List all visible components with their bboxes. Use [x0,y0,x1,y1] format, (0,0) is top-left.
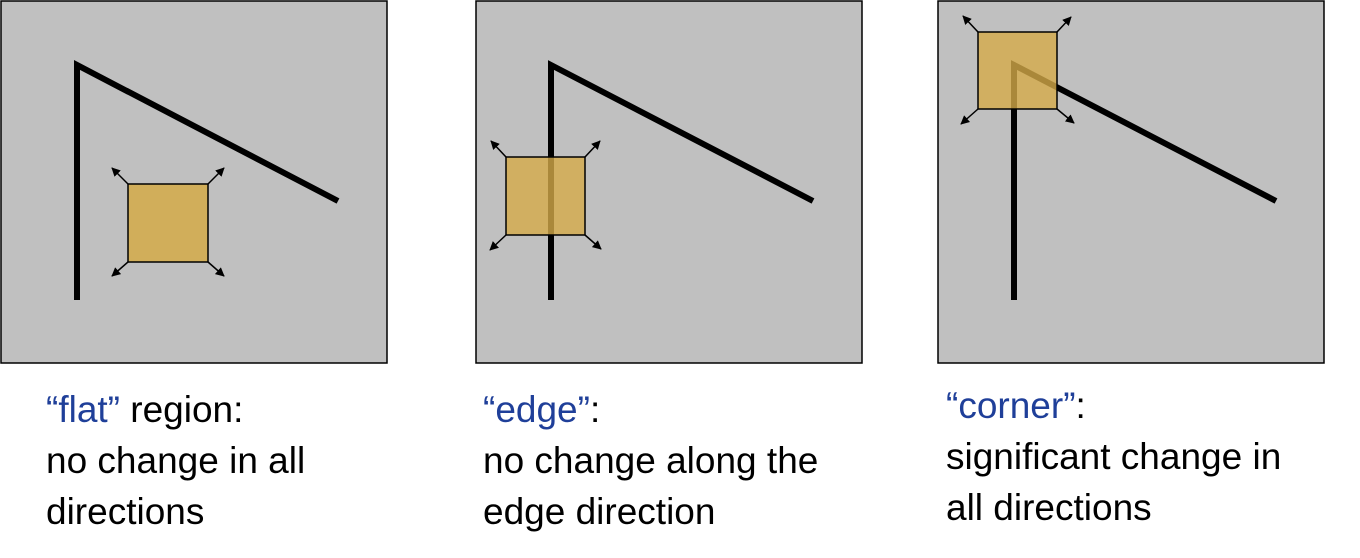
panel-flat: “flat” region: no change in all directio… [0,0,390,558]
arrow-bottom-right [1056,108,1075,124]
arrow-bottom-left [111,261,129,277]
caption-line-1: “corner”: [946,380,1281,431]
arrow-bottom-left [960,108,979,125]
arrow-bottom-left [489,234,507,251]
caption-line-3: directions [46,491,205,532]
flat-illustration [0,0,388,364]
edge-caption: “edge”: no change along the edge directi… [483,384,818,537]
arrow-top-right [584,140,601,158]
caption-line-2: no change in all [46,440,306,481]
caption-line-1: “edge”: [483,384,818,435]
corner-line [74,60,340,300]
image-background [0,0,388,364]
arrow-top-left [962,15,979,33]
caption-suffix: : [589,389,601,430]
caption-keyword: “flat” [46,389,120,430]
arrow-top-right [1056,16,1072,33]
corner-illustration [937,0,1325,364]
panel-corner: “corner”: significant change in all dire… [937,0,1327,558]
edge-illustration [475,0,863,364]
caption-line-2: no change along the [483,440,819,481]
window-square [505,156,586,236]
arrow-bottom-right [584,234,602,250]
window-square [977,31,1058,110]
flat-caption: “flat” region: no change in all directio… [46,384,305,537]
caption-line-2: significant change in [946,436,1282,477]
corner-caption: “corner”: significant change in all dire… [946,380,1281,533]
caption-keyword: “corner” [946,385,1076,426]
caption-keyword: “edge” [483,389,590,430]
arrow-top-left [490,140,507,158]
arrow-top-right [207,167,225,185]
arrow-bottom-right [207,261,225,277]
caption-suffix: region: [120,389,244,430]
panel-edge: “edge”: no change along the edge directi… [475,0,865,558]
arrow-top-left [111,167,129,185]
caption-line-1: “flat” region: [46,384,305,435]
caption-line-3: all directions [946,487,1152,528]
window-square [127,183,209,263]
caption-line-3: edge direction [483,491,716,532]
caption-suffix: : [1075,385,1086,426]
